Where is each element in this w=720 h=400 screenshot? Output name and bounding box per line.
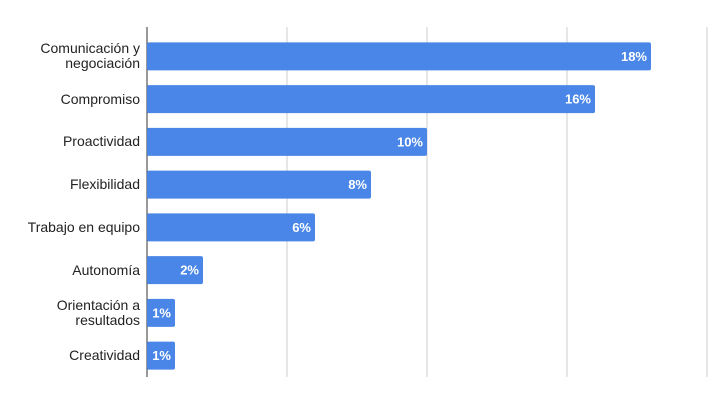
value-label: 18% (621, 49, 647, 64)
value-label: 6% (292, 220, 311, 235)
value-label: 2% (180, 263, 199, 278)
category-label: Orientación a resultados (56, 296, 140, 328)
bar (147, 256, 203, 285)
value-label: 1% (152, 305, 171, 320)
bar (147, 341, 175, 370)
category-label: Comunicación y negociación (40, 40, 140, 72)
value-label: 8% (348, 177, 367, 192)
category-label: Flexibilidad (69, 176, 140, 193)
category-label: Trabajo en equipo (27, 218, 140, 235)
category-label: Autonomía (72, 261, 140, 278)
value-label: 1% (152, 348, 171, 363)
bar (147, 298, 175, 327)
category-label: Proactividad (62, 133, 140, 150)
bar (147, 170, 371, 199)
bar (147, 127, 427, 156)
bar (147, 85, 595, 114)
bar (147, 213, 315, 242)
bar (147, 42, 651, 71)
category-label: Compromiso (60, 90, 140, 107)
value-label: 10% (397, 134, 423, 149)
category-label: Creatividad (69, 347, 140, 364)
value-label: 16% (565, 92, 591, 107)
